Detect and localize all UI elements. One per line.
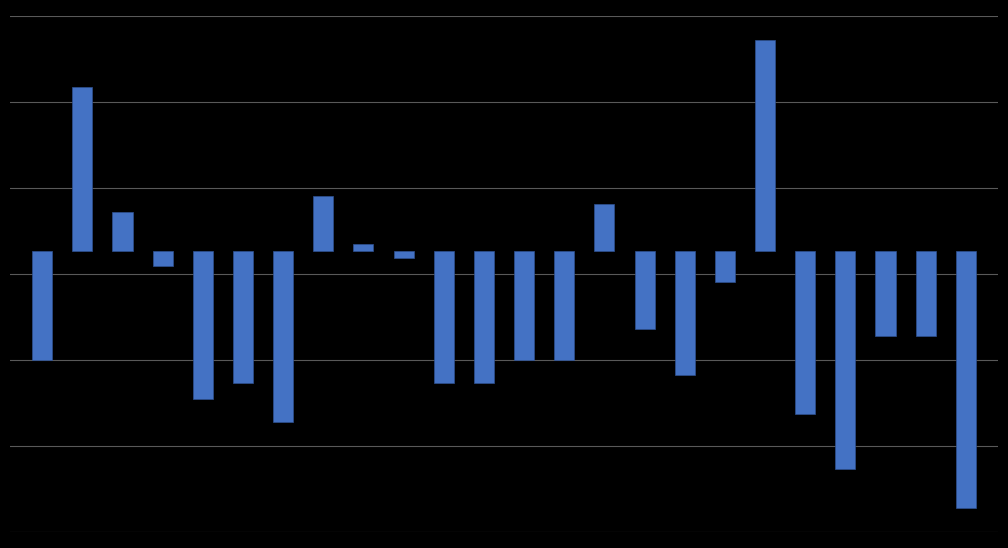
Bar (393, 250, 413, 259)
Bar (956, 250, 976, 508)
Bar (474, 250, 494, 383)
Bar (674, 250, 695, 375)
Bar (113, 212, 133, 250)
Bar (32, 250, 52, 360)
Bar (715, 250, 735, 282)
Bar (152, 250, 172, 266)
Bar (795, 250, 815, 414)
Bar (433, 250, 454, 383)
Bar (915, 250, 935, 336)
Bar (514, 250, 534, 360)
Bar (273, 250, 293, 423)
Bar (313, 196, 334, 250)
Bar (875, 250, 895, 336)
Bar (836, 250, 856, 469)
Bar (554, 250, 575, 360)
Bar (755, 40, 775, 250)
Bar (193, 250, 213, 399)
Bar (634, 250, 654, 329)
Bar (233, 250, 253, 383)
Bar (73, 87, 93, 250)
Bar (354, 244, 374, 250)
Bar (595, 204, 615, 250)
